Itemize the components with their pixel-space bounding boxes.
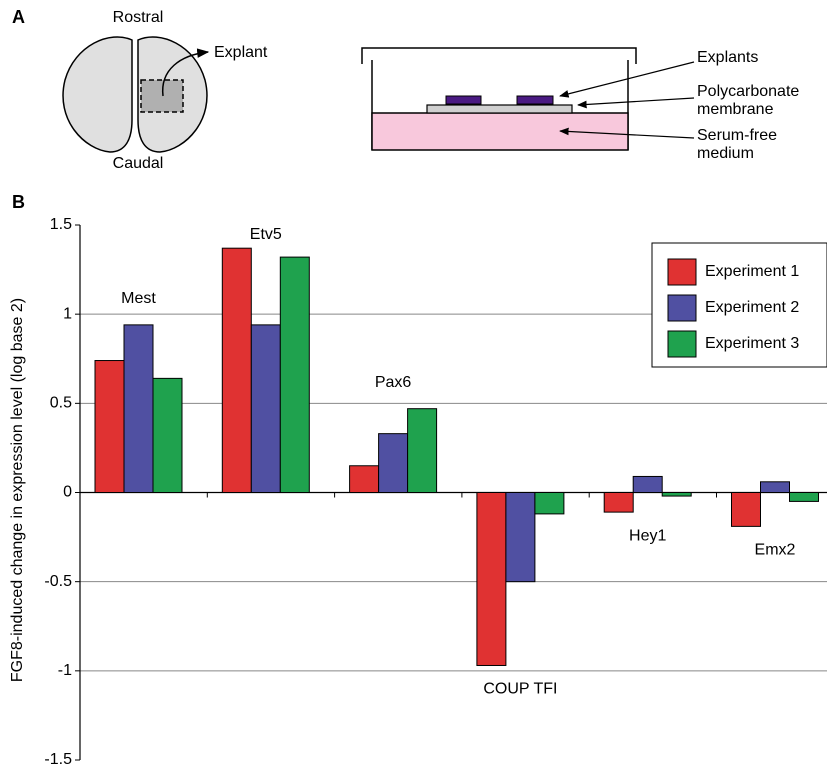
bar [535,493,564,514]
category-label: Hey1 [629,527,666,544]
legend-label: Experiment 2 [705,299,799,316]
bar [732,493,761,527]
bar [477,493,506,666]
category-label: Pax6 [375,374,412,391]
bar [379,434,408,493]
figure: A B Rostral Caudal Explant Explants Poly… [0,0,827,773]
bar [761,482,790,493]
bar [662,493,691,497]
legend-label: Experiment 3 [705,335,799,352]
panel-label: A [12,7,25,27]
y-tick-label: -1.5 [44,751,72,768]
dish-label: Serum-free [697,127,777,144]
bar [350,466,379,493]
y-axis-label: FGF8-induced change in expression level … [9,298,26,682]
y-tick-label: 1 [63,305,72,322]
dish-label: Polycarbonate [697,83,799,100]
dish-diagram [362,48,694,150]
y-tick-label: 1.5 [50,216,72,233]
bar [408,409,437,493]
dish-label: medium [697,145,754,162]
category-label: Mest [121,290,156,307]
bar [95,361,124,493]
category-label: Etv5 [250,226,282,243]
bar [222,248,251,492]
bar [790,493,819,502]
legend-swatch [668,331,696,357]
brain-diagram [63,37,208,152]
brain-label: Rostral [113,9,164,26]
category-label: COUP TFI [483,681,557,698]
y-tick-label: -0.5 [44,573,72,590]
bar [604,493,633,513]
bar [124,325,153,493]
bar [251,325,280,493]
bar [506,493,535,582]
legend-label: Experiment 1 [705,263,799,280]
y-tick-label: 0.5 [50,395,72,412]
y-tick-label: 0 [63,484,72,501]
legend-swatch [668,295,696,321]
y-tick-label: -1 [58,662,72,679]
category-label: Emx2 [755,542,796,559]
legend-swatch [668,259,696,285]
brain-label: Explant [214,44,268,61]
bar-chart: -1.5 -1 -0.5 0 0.5 1 1.5 Mest Etv5 Pax6 COUP TFI He… [44,216,827,768]
dish-label: Explants [697,49,758,66]
bar [153,378,182,492]
bar [280,257,309,492]
bar [633,476,662,492]
panel-label: B [12,192,25,212]
brain-label: Caudal [113,155,164,172]
dish-label: membrane [697,101,774,118]
